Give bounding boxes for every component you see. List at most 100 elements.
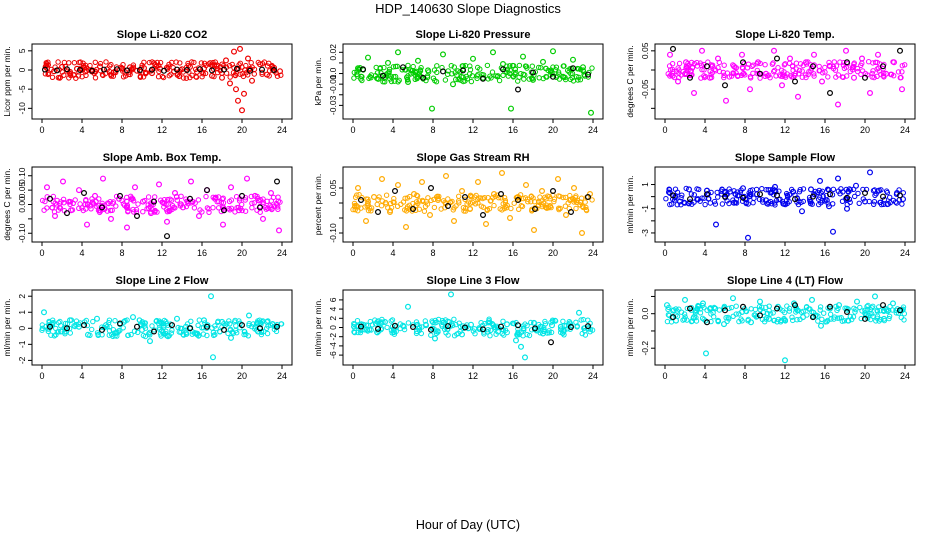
data-point xyxy=(665,312,672,318)
series-2 xyxy=(41,65,278,74)
y-tick-label: 5 xyxy=(17,48,27,53)
data-point xyxy=(570,185,577,192)
data-point xyxy=(143,70,150,76)
y-tick-label: -2 xyxy=(17,356,27,364)
data-point xyxy=(209,67,216,74)
data-point xyxy=(402,195,408,202)
data-point xyxy=(260,215,267,222)
data-point xyxy=(257,196,263,203)
data-point xyxy=(899,196,906,203)
data-point xyxy=(589,197,595,203)
data-point xyxy=(214,62,221,69)
series-1 xyxy=(355,170,593,237)
data-point xyxy=(703,319,710,326)
data-point xyxy=(156,181,163,188)
data-point xyxy=(766,303,772,309)
data-point xyxy=(529,76,536,83)
data-point xyxy=(191,59,197,66)
data-point xyxy=(231,65,237,71)
data-point xyxy=(803,304,810,310)
x-tick-label: 16 xyxy=(508,371,518,381)
data-point xyxy=(242,208,249,214)
x-tick-label: 8 xyxy=(430,371,435,381)
x-tick-label: 4 xyxy=(390,248,395,258)
data-point xyxy=(378,319,384,325)
data-point xyxy=(559,73,566,80)
data-point xyxy=(473,192,479,199)
data-point xyxy=(400,64,407,71)
data-point xyxy=(374,70,381,76)
data-point xyxy=(809,193,816,200)
data-point xyxy=(98,204,105,211)
data-point xyxy=(799,68,805,74)
data-point xyxy=(110,199,117,205)
data-point xyxy=(174,315,181,322)
data-point xyxy=(51,213,58,220)
data-point xyxy=(536,64,542,71)
data-point xyxy=(211,62,218,68)
data-point xyxy=(576,74,582,81)
data-point xyxy=(164,64,171,71)
data-point xyxy=(149,66,156,73)
data-point xyxy=(579,203,586,210)
data-point xyxy=(232,327,239,334)
data-point xyxy=(501,332,507,338)
y-tick-label: -0.03 xyxy=(328,95,338,115)
data-point xyxy=(84,202,91,208)
data-point xyxy=(210,354,217,361)
data-point xyxy=(826,63,833,70)
data-point xyxy=(827,311,834,317)
data-point xyxy=(228,184,235,191)
data-point xyxy=(116,320,123,327)
data-point xyxy=(861,190,868,197)
data-point xyxy=(715,317,721,324)
data-point xyxy=(451,218,458,225)
x-tick-label: 8 xyxy=(119,248,124,258)
data-point xyxy=(159,199,165,205)
data-point xyxy=(239,322,246,329)
data-point xyxy=(548,322,555,329)
data-point xyxy=(252,192,259,199)
data-point xyxy=(879,302,886,309)
data-point xyxy=(364,326,371,333)
x-tick-label: 4 xyxy=(390,125,395,135)
data-point xyxy=(751,195,757,201)
data-point xyxy=(462,194,469,201)
data-point xyxy=(156,320,163,327)
data-point xyxy=(567,209,574,216)
x-axis-label: Hour of Day (UTC) xyxy=(415,518,521,532)
data-point xyxy=(870,303,876,309)
data-point xyxy=(226,62,233,69)
data-point xyxy=(879,63,886,70)
data-point xyxy=(789,314,795,320)
data-point xyxy=(583,207,590,214)
data-point xyxy=(356,192,362,198)
data-point xyxy=(132,184,139,191)
data-point xyxy=(484,207,490,214)
data-point xyxy=(251,200,258,206)
data-point xyxy=(672,317,679,324)
data-point xyxy=(678,202,684,208)
data-point xyxy=(762,319,768,325)
data-point xyxy=(819,188,826,195)
data-point xyxy=(265,205,271,211)
data-point xyxy=(264,71,271,78)
data-point xyxy=(442,77,449,83)
data-point xyxy=(800,186,807,192)
data-point xyxy=(786,308,793,314)
x-tick-label: 24 xyxy=(900,248,910,258)
background-point-cloud xyxy=(351,316,596,339)
data-point xyxy=(889,300,896,307)
data-point xyxy=(673,306,679,312)
data-point xyxy=(145,194,152,200)
data-point xyxy=(148,200,154,206)
data-point xyxy=(39,322,45,328)
data-point xyxy=(691,192,697,198)
data-point xyxy=(882,70,889,77)
data-point xyxy=(589,65,595,71)
data-point xyxy=(405,320,412,326)
data-point xyxy=(665,71,671,77)
data-point xyxy=(172,205,178,211)
data-point xyxy=(472,201,479,207)
data-point xyxy=(701,74,708,81)
